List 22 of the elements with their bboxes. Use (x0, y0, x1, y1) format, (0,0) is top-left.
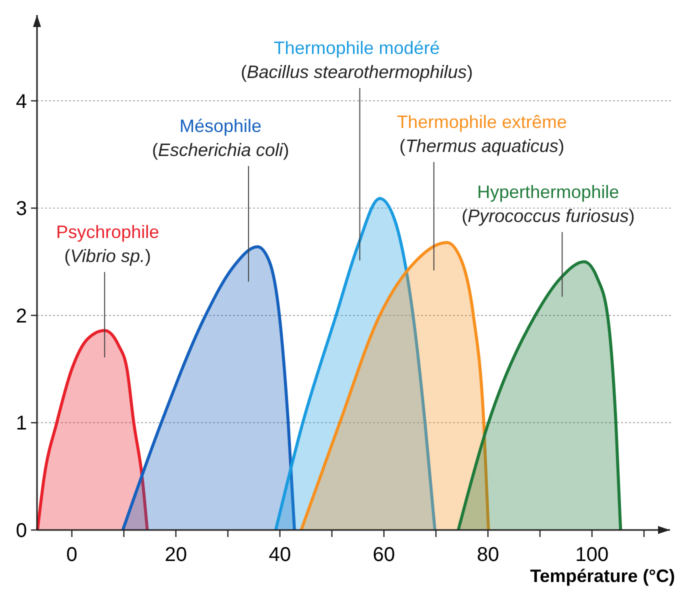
x-tick-label: 20 (164, 544, 187, 566)
text: Hyperthermophile (477, 182, 620, 202)
annotation: (Pyrococcus furiosus) (462, 206, 635, 226)
annotation: (Vibrio sp.) (64, 246, 151, 266)
x-tick-label: 0 (66, 544, 78, 566)
y-tick-label: 1 (16, 412, 27, 435)
annotation: (Bacillus stearothermophilus) (240, 62, 473, 82)
x-axis-title: Température (°C) (530, 566, 676, 586)
y-tick-label: 4 (16, 90, 27, 113)
annotation: (Thermus aquaticus) (399, 136, 564, 156)
y-tick-label: 0 (16, 520, 27, 542)
x-tick-label: 60 (372, 544, 396, 566)
x-tick-label: 100 (575, 544, 609, 566)
x-tick-label: 40 (268, 544, 292, 566)
y-tick-label: 3 (16, 198, 27, 220)
text: Thermophile modéré (274, 38, 440, 58)
annotation: (Escherichia coli) (152, 140, 290, 160)
text: Thermophile extrême (396, 112, 567, 132)
text: Psychrophile (56, 222, 160, 242)
y-tick-label: 2 (16, 305, 27, 328)
text: Mésophile (180, 116, 262, 136)
x-tick-label: 80 (476, 544, 500, 566)
